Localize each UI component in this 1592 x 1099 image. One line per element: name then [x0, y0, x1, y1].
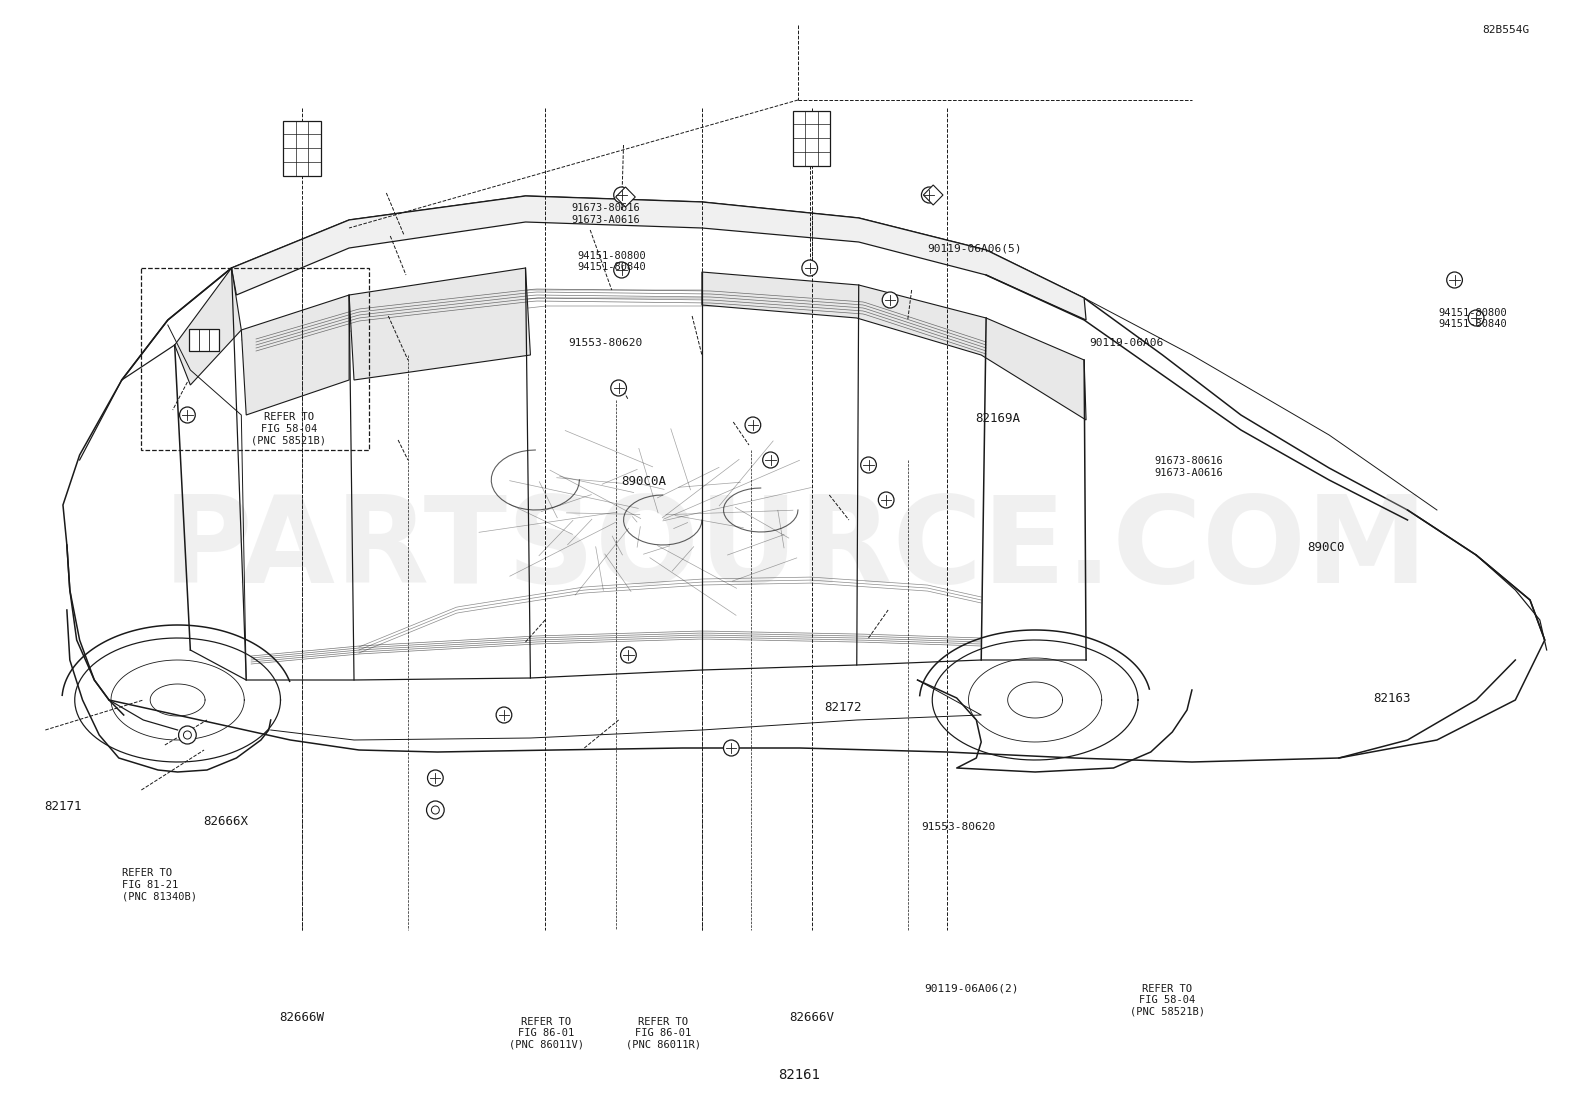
Text: 82163: 82163 — [1374, 692, 1411, 706]
Text: 82666V: 82666V — [790, 1011, 834, 1024]
Text: 82666X: 82666X — [204, 815, 248, 829]
Polygon shape — [702, 271, 1086, 420]
Bar — [283, 121, 320, 176]
Text: 91673-80616
91673-A0616: 91673-80616 91673-A0616 — [1154, 456, 1224, 478]
Circle shape — [879, 492, 895, 508]
Text: 94151-80800
94151-80840: 94151-80800 94151-80840 — [578, 251, 646, 273]
Circle shape — [427, 801, 444, 819]
Circle shape — [922, 187, 938, 203]
Polygon shape — [175, 268, 242, 385]
Circle shape — [802, 260, 818, 276]
Text: 890C0A: 890C0A — [621, 475, 667, 488]
Circle shape — [1447, 271, 1463, 288]
Text: 82171: 82171 — [45, 800, 81, 813]
Circle shape — [611, 380, 627, 396]
Text: 82161: 82161 — [778, 1068, 820, 1083]
Circle shape — [431, 806, 439, 814]
Circle shape — [183, 731, 191, 739]
Text: PARTSOURCE.COM: PARTSOURCE.COM — [164, 491, 1428, 608]
Polygon shape — [64, 196, 1544, 762]
Text: 94151-80800
94151-80840: 94151-80800 94151-80840 — [1439, 308, 1508, 330]
Circle shape — [621, 647, 637, 663]
Circle shape — [723, 740, 739, 756]
Circle shape — [1468, 310, 1484, 326]
Circle shape — [615, 187, 629, 203]
Circle shape — [497, 707, 511, 723]
Circle shape — [615, 262, 629, 278]
Text: REFER TO
FIG 86-01
(PNC 86011V): REFER TO FIG 86-01 (PNC 86011V) — [509, 1017, 584, 1050]
Text: 82B554G: 82B554G — [1482, 25, 1530, 35]
Text: REFER TO
FIG 81-21
(PNC 81340B): REFER TO FIG 81-21 (PNC 81340B) — [123, 868, 197, 901]
Text: 90119-06A06(2): 90119-06A06(2) — [923, 984, 1019, 993]
Bar — [189, 329, 218, 351]
Text: 91673-80616
91673-A0616: 91673-80616 91673-A0616 — [572, 203, 640, 225]
Polygon shape — [349, 268, 530, 380]
Polygon shape — [242, 295, 349, 415]
Polygon shape — [923, 185, 942, 206]
Bar — [793, 111, 831, 166]
Text: 91553-80620: 91553-80620 — [920, 822, 995, 832]
Circle shape — [178, 726, 196, 744]
Text: REFER TO
FIG 86-01
(PNC 86011R): REFER TO FIG 86-01 (PNC 86011R) — [626, 1017, 700, 1050]
Circle shape — [763, 452, 778, 468]
Text: 90119-06A06(5): 90119-06A06(5) — [927, 244, 1022, 254]
Circle shape — [882, 292, 898, 308]
Polygon shape — [231, 196, 1086, 320]
Text: 91553-80620: 91553-80620 — [568, 338, 643, 348]
Text: REFER TO
FIG 58-04
(PNC 58521B): REFER TO FIG 58-04 (PNC 58521B) — [1130, 984, 1205, 1017]
Circle shape — [428, 770, 443, 786]
Circle shape — [180, 407, 196, 423]
Polygon shape — [616, 187, 635, 207]
Text: 890C0: 890C0 — [1307, 541, 1345, 554]
Text: 82666W: 82666W — [279, 1011, 323, 1024]
Text: 82169A: 82169A — [976, 412, 1020, 425]
Circle shape — [745, 417, 761, 433]
Text: REFER TO
FIG 58-04
(PNC 58521B): REFER TO FIG 58-04 (PNC 58521B) — [252, 412, 326, 445]
Text: 90119-06A06: 90119-06A06 — [1089, 338, 1164, 348]
Circle shape — [861, 457, 876, 473]
Text: 82172: 82172 — [825, 701, 861, 714]
